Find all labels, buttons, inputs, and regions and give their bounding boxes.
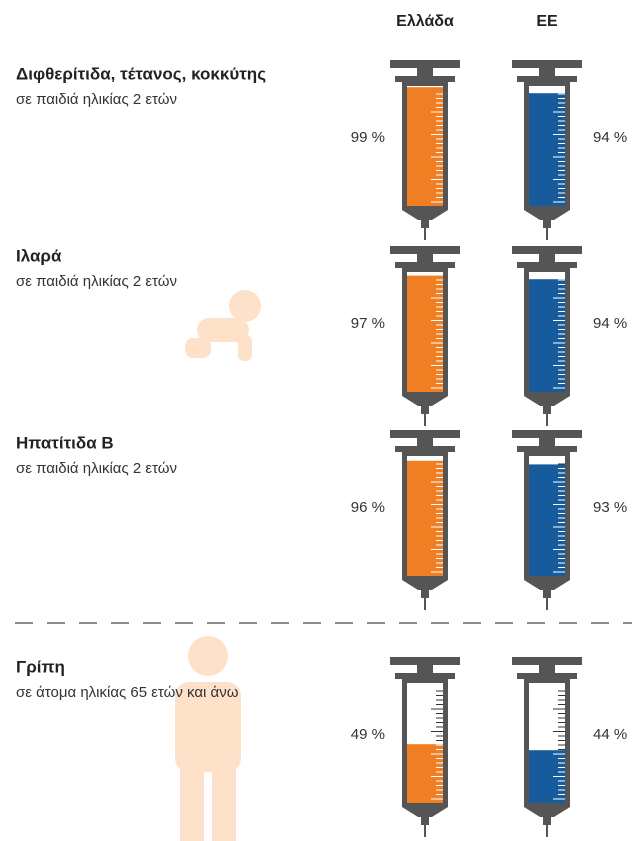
barrel-tip [524,396,570,406]
plunger-rod [539,438,555,446]
flange [517,76,577,82]
needle [424,598,426,610]
hub [421,817,429,825]
plunger-handle [512,60,582,68]
needle [424,414,426,426]
barrel-tip [524,210,570,220]
plunger-handle [512,246,582,254]
fill-level [529,279,565,392]
category-title: Διφθερίτιδα, τέτανος, κοκκύτης [16,64,266,83]
category-subtitle: σε παιδιά ηλικίας 2 ετών [16,91,177,108]
person-icon [175,636,241,841]
flange [395,446,455,452]
hub [421,590,429,598]
plunger-handle [390,657,460,665]
flange [517,673,577,679]
plunger-rod [539,254,555,262]
plunger-rod [417,438,433,446]
barrel-tip [524,807,570,817]
hub [421,406,429,414]
plunger-handle [390,60,460,68]
value-label: 44 % [593,726,627,743]
baby-icon [185,290,261,361]
needle [424,228,426,240]
plunger-rod [539,68,555,76]
hub [543,406,551,414]
category-subtitle: σε παιδιά ηλικίας 2 ετών [16,273,177,290]
hub [543,817,551,825]
plunger-rod [539,665,555,673]
plunger-handle [390,246,460,254]
plunger-handle [512,657,582,665]
category-subtitle: σε παιδιά ηλικίας 2 ετών [16,460,177,477]
needle [546,825,548,837]
flange [395,262,455,268]
value-label: 94 % [593,129,627,146]
value-label: 49 % [351,726,385,743]
plunger-handle [390,430,460,438]
needle [546,228,548,240]
barrel-tip [402,807,448,817]
barrel-tip [402,580,448,590]
flange [395,76,455,82]
fill-level [529,93,565,206]
fill-level [529,464,565,576]
plunger-rod [417,254,433,262]
needle [546,598,548,610]
category-title: Ιλαρά [16,246,62,265]
barrel-tip [402,210,448,220]
plunger-rod [417,665,433,673]
flange [517,446,577,452]
needle [424,825,426,837]
needle [546,414,548,426]
plunger-handle [512,430,582,438]
category-subtitle: σε άτομα ηλικίας 65 ετών και άνω [16,684,239,701]
value-label: 96 % [351,499,385,516]
plunger-rod [417,68,433,76]
hub [543,590,551,598]
value-label: 97 % [351,315,385,332]
barrel-tip [524,580,570,590]
value-label: 94 % [593,315,627,332]
category-title: Γρίπη [16,657,65,676]
category-title: Ηπατίτιδα Β [16,433,114,452]
flange [517,262,577,268]
hub [421,220,429,228]
flange [395,673,455,679]
value-label: 99 % [351,129,385,146]
barrel-tip [402,396,448,406]
column-header: ΕΕ [536,13,558,30]
value-label: 93 % [593,499,627,516]
column-header: Ελλάδα [396,13,454,30]
hub [543,220,551,228]
